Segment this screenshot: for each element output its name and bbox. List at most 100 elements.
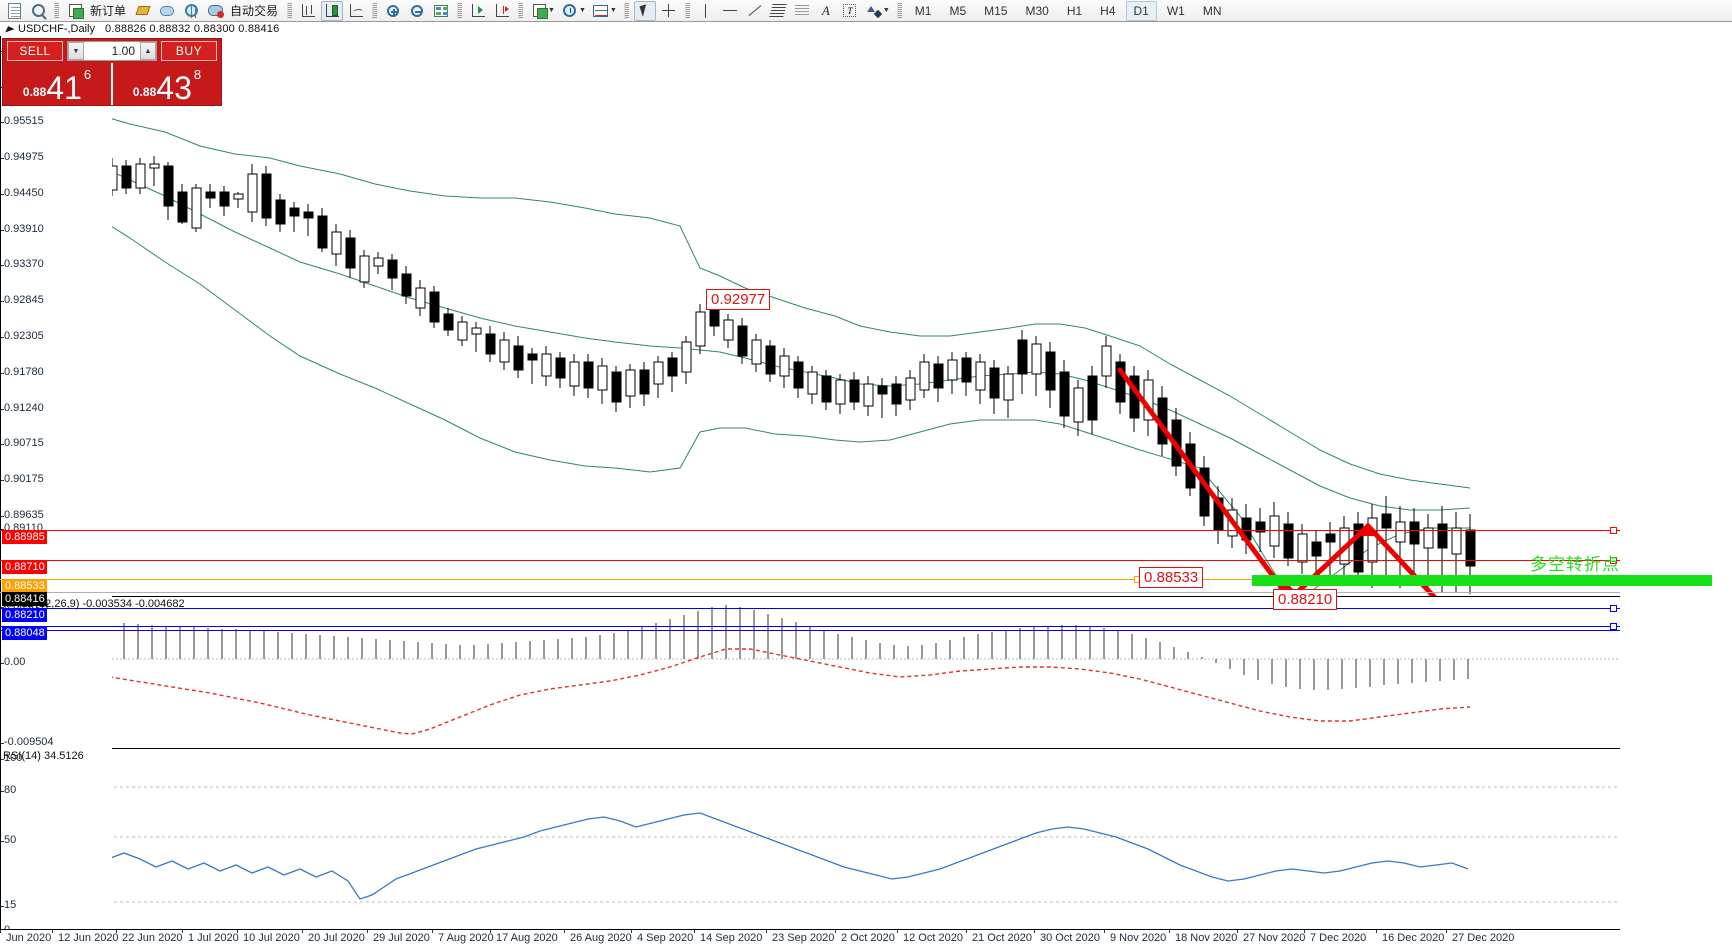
auto-trading-label[interactable]: 自动交易 [230, 4, 279, 18]
tab-timeframe-m15[interactable]: M15 [984, 3, 1008, 18]
macd-y-tick: -0.009504 [1, 736, 54, 748]
rsi-pane: RSI(14) 34.5126 [0, 748, 1620, 929]
support-price-annotation[interactable]: 0.88533 [1139, 567, 1204, 588]
level-line-088416[interactable] [0, 592, 1620, 593]
market-watch-icon[interactable] [27, 1, 49, 21]
x-tick: 21 Oct 2020 [966, 930, 1032, 944]
periods-icon[interactable] [559, 1, 581, 21]
level-line-088048[interactable] [0, 626, 1620, 627]
candlestick-series [37, 102, 1476, 594]
tab-timeframe-mn[interactable]: MN [1202, 3, 1222, 18]
y-tick: 0.94450 [1, 187, 44, 199]
price-level-tag-088416[interactable]: 0.88416 [2, 592, 47, 606]
data-window-icon[interactable] [156, 1, 178, 21]
tab-timeframe-m30[interactable]: M30 [1025, 3, 1049, 18]
x-tick: 26 Aug 2020 [564, 930, 632, 944]
tab-timeframe-w1[interactable]: W1 [1166, 3, 1185, 18]
indicators-icon[interactable] [528, 1, 550, 21]
toolbar-separator [518, 2, 524, 19]
chart-shift-icon[interactable] [467, 1, 489, 21]
level-line-088710[interactable] [0, 560, 1620, 561]
trendline-icon[interactable] [743, 1, 765, 21]
level-handle-088048[interactable] [1610, 623, 1617, 630]
expert-advisors-icon[interactable] [132, 1, 154, 21]
toolbar-separator [896, 2, 902, 19]
vertical-line-icon[interactable] [695, 1, 717, 21]
x-tick: 2 Oct 2020 [835, 930, 895, 944]
bollinger-middle-band [19, 131, 1471, 511]
volume-stepper[interactable]: ▼ 1.00 ▲ [67, 41, 157, 61]
bid-quote[interactable]: 0.88 41 6 [3, 63, 111, 105]
x-tick: 30 Oct 2020 [1034, 930, 1100, 944]
trade-panel-top-row: SELL ▼ 1.00 ▲ BUY [3, 39, 221, 63]
fibonacci-icon[interactable] [767, 1, 789, 21]
x-tick: 1 Jul 2020 [182, 930, 239, 944]
periods-chevron-down-icon[interactable]: ▼ [578, 7, 586, 14]
toolbar-separator [684, 2, 690, 19]
zoom-in-icon[interactable] [382, 1, 404, 21]
equidistant-channel-icon[interactable] [791, 1, 813, 21]
y-tick: 0.93370 [1, 258, 44, 270]
tab-timeframe-d1[interactable]: D1 [1125, 0, 1157, 21]
y-tick: 0.91780 [1, 366, 44, 378]
tile-windows-icon[interactable] [430, 1, 452, 21]
level-line-088048-b[interactable] [0, 630, 1620, 631]
low-price-annotation[interactable]: 0.88210 [1273, 589, 1338, 610]
x-tick: 9 Nov 2020 [1103, 930, 1167, 944]
price-level-tag-088048[interactable]: 0.88048 [2, 626, 47, 640]
new-order-label[interactable]: 新订单 [90, 4, 127, 18]
level-handle-088210[interactable] [1610, 605, 1617, 612]
new-chart-icon[interactable] [3, 1, 25, 21]
signals-icon[interactable] [180, 1, 202, 21]
level-line-088210[interactable] [0, 608, 1620, 609]
buy-button[interactable]: BUY [161, 41, 217, 61]
auto-scroll-icon[interactable] [491, 1, 513, 21]
price-level-tag-088533[interactable]: 0.88533 [2, 579, 47, 593]
indicators-chevron-down-icon[interactable]: ▼ [548, 7, 555, 14]
level-line-088985[interactable] [0, 530, 1620, 531]
y-tick: 0.90715 [1, 437, 44, 449]
price-level-tag-088710[interactable]: 0.88710 [2, 560, 47, 574]
price-level-tag-088985[interactable]: 0.88985 [2, 530, 47, 544]
y-tick: 0.92305 [1, 330, 44, 342]
horizontal-line-icon[interactable] [719, 1, 741, 21]
tab-timeframe-h4[interactable]: H4 [1100, 3, 1116, 18]
candlestick-chart-icon[interactable] [321, 0, 344, 21]
text-label-icon[interactable]: T [839, 1, 861, 21]
ask-quote[interactable]: 0.88 43 8 [111, 63, 221, 105]
rsi-line-series [11, 812, 1469, 900]
crosshair-icon[interactable] [658, 1, 680, 21]
x-tick: 22 Jun 2020 [116, 930, 183, 944]
sell-button[interactable]: SELL [7, 41, 63, 61]
level-handle-088710[interactable] [1610, 557, 1617, 564]
shapes-chevron-down-icon[interactable]: ▼ [882, 7, 890, 14]
auto-trading-icon[interactable] [204, 1, 226, 21]
down-trend-arrow [1117, 367, 1437, 596]
volume-increment-icon[interactable]: ▲ [140, 42, 156, 60]
shapes-icon[interactable] [863, 1, 885, 21]
x-tick: 4 Sep 2020 [630, 930, 694, 944]
cursor-icon[interactable] [633, 0, 656, 21]
volume-decrement-icon[interactable]: ▼ [68, 42, 84, 60]
templates-icon[interactable] [590, 1, 612, 21]
toolbar-separator [623, 2, 629, 19]
line-chart-icon[interactable] [345, 1, 367, 21]
y-tick: 0.90175 [1, 473, 44, 485]
volume-input[interactable]: 1.00 [111, 44, 135, 58]
rsi-y-tick: 15 [0, 899, 17, 911]
ask-price-prefix: 0.88 [132, 85, 157, 99]
price-level-tag-088210[interactable]: 0.88210 [2, 608, 47, 622]
high-price-annotation[interactable]: 0.92977 [706, 289, 771, 310]
text-icon[interactable]: A [821, 2, 830, 18]
templates-chevron-down-icon[interactable]: ▼ [609, 7, 617, 14]
new-order-icon[interactable] [64, 1, 86, 21]
zoom-out-icon[interactable] [406, 1, 428, 21]
bar-chart-icon[interactable] [297, 1, 319, 21]
tab-timeframe-h1[interactable]: H1 [1066, 3, 1083, 18]
date-axis[interactable]: Jun 2020 12 Jun 2020 22 Jun 2020 1 Jul 2… [0, 929, 1620, 945]
tab-timeframe-m1[interactable]: M1 [914, 3, 932, 18]
price-axis[interactable]: 0.96580 0.96040 0.95515 0.94975 0.94450 … [0, 36, 112, 945]
tab-timeframe-m5[interactable]: M5 [949, 3, 967, 18]
turning-point-note[interactable]: 多空转折点 [1530, 555, 1620, 575]
level-handle-088985[interactable] [1610, 527, 1617, 534]
